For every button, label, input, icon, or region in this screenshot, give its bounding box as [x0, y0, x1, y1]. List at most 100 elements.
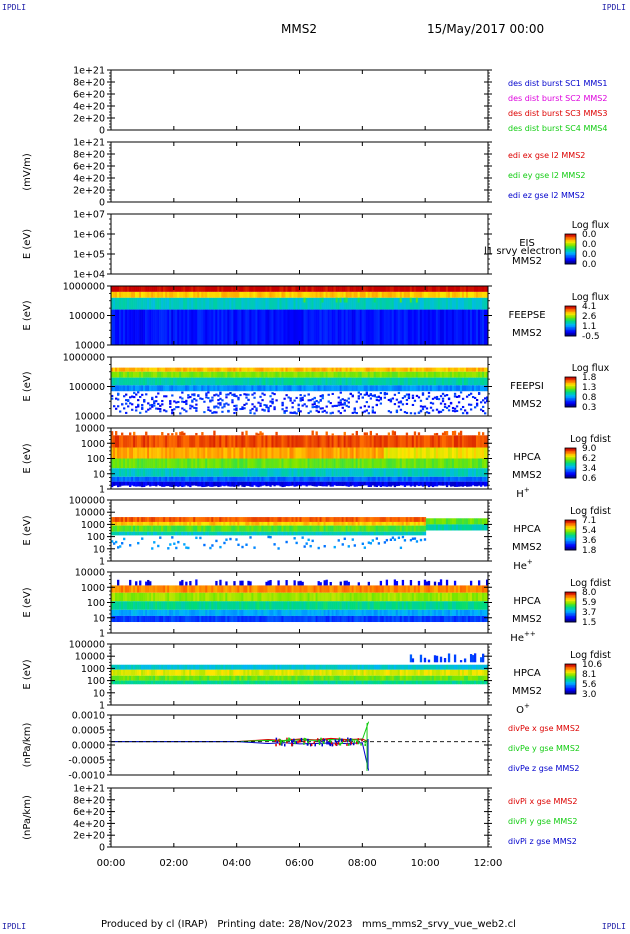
panel-9-species-label: O+	[516, 702, 530, 716]
corner-mark-bl: IPDLI	[2, 922, 27, 931]
panel-6-colorbar-frame	[564, 447, 577, 479]
panel-4-ytick-label: 1000000	[63, 282, 105, 293]
panel-9-spacecraft-label: MMS2	[512, 686, 542, 697]
panel-6-colorbar-title: Log fdist	[570, 434, 611, 445]
panel-7-colorbar-tick: 7.1	[582, 516, 596, 526]
panel-4-colorbar	[564, 305, 577, 337]
panel-11-ytick-label: 2e+20	[73, 831, 105, 842]
panel-3-colorbar-tick: 0.0	[582, 230, 597, 240]
panel-11-ylabel: (nPa/km)	[22, 795, 33, 840]
panel-9-ylabel: E (eV)	[22, 659, 33, 689]
panel-9-colorbar-tick: 3.0	[582, 690, 597, 700]
panel-5-ytick-label: 10000	[75, 412, 105, 423]
panel-1-ytick-label: 0	[99, 126, 105, 137]
panel-5-colorbar-tick: 1.8	[582, 373, 597, 383]
xtick-label: 10:00	[411, 858, 440, 869]
panel-3-colorbar-frame	[564, 233, 577, 265]
panel-4-ytick-label: 100000	[69, 311, 105, 322]
panel-7-colorbar-tick: 5.4	[582, 526, 597, 536]
panel-8-ytick-label: 10000	[75, 568, 105, 579]
panel-1-ytick-label: 2e+20	[73, 114, 105, 125]
panel-5-ytick-label: 1000000	[63, 353, 105, 364]
panel-5-colorbar	[564, 376, 577, 408]
panel-4-colorbar-tick: -0.5	[582, 332, 600, 342]
panel-6-colorbar-tick: 6.2	[582, 454, 596, 464]
panel-2-ytick-label: 4e+20	[73, 174, 105, 185]
panel-9-colorbar-tick: 8.1	[582, 670, 596, 680]
panel-7-colorbar-tick: 3.6	[582, 536, 597, 546]
panel-8-ytick-label: 10	[93, 613, 105, 624]
panel-7-heatmap	[111, 517, 489, 550]
panel-4-heatmap	[111, 286, 489, 345]
panel-10-legend-3: divPe z gse MMS2	[508, 764, 579, 773]
panel-9-ytick-label: 100000	[69, 640, 105, 651]
panel-1-ytick-label: 1e+21	[73, 66, 105, 77]
panel-11-legend-2: divPi y gse MMS2	[508, 817, 577, 826]
panel-6-colorbar	[564, 447, 577, 479]
panel-6-species-label: H+	[516, 486, 530, 500]
panel-11-legend-1: divPi x gse MMS2	[508, 797, 577, 806]
panel-6-ytick-label: 10	[93, 469, 105, 480]
panel-1-legend-1: des dist burst SC1 MMS1	[508, 79, 607, 88]
panel-9-colorbar-title: Log fdist	[570, 650, 611, 661]
xtick-label: 00:00	[97, 858, 126, 869]
panel-5-colorbar-tick: 0.8	[582, 393, 597, 403]
panel-10-ytick-label: -0.0010	[68, 771, 105, 782]
xtick-label: 12:00	[474, 858, 503, 869]
panel-8-ytick-label: 1000	[81, 583, 105, 594]
panel-9-heatmap	[111, 653, 489, 685]
panel-10-ytick-label: -0.0005	[68, 756, 105, 767]
xtick-label: 06:00	[285, 858, 314, 869]
panel-5-colorbar-frame	[564, 376, 577, 408]
panel-7-ytick-label: 10	[93, 544, 105, 555]
panel-3-colorbar-tick: 0.0	[582, 250, 597, 260]
panel-1-frame	[110, 69, 489, 131]
panel-8-ytick-label: 100	[87, 598, 105, 609]
panel-10-legend-1: divPe x gse MMS2	[508, 724, 580, 733]
panel-7-ytick-label: 10000	[75, 508, 105, 519]
xtick-label: 08:00	[348, 858, 377, 869]
panel-1-legend-4: des dist burst SC4 MMS4	[508, 124, 607, 133]
panel-3-ylabel: E (eV)	[22, 229, 33, 259]
panel-6-colorbar-tick: 9.0	[582, 444, 597, 454]
panel-2-legend-2: edi ey gse l2 MMS2	[508, 171, 586, 180]
panel-5-heatmap	[111, 367, 489, 415]
panel-8-colorbar-tick: 5.9	[582, 598, 597, 608]
panel-9-colorbar	[564, 663, 577, 695]
xtick-label: 02:00	[159, 858, 188, 869]
panel-6-colorbar-tick: 3.4	[582, 464, 597, 474]
panel-10: 0.0010 0.0005 0.0000 -0.0005 -0.0010 (nPa/km)…	[22, 711, 580, 782]
panel-7-ytick-label: 100	[87, 532, 105, 543]
panel-8-colorbar-frame	[564, 591, 577, 623]
panel-4-colorbar-title: Log flux	[572, 292, 610, 303]
panel-8-colorbar-title: Log fdist	[570, 578, 611, 589]
panel-6-heatmap	[111, 430, 489, 488]
panel-8-colorbar-tick: 3.7	[582, 608, 596, 618]
spacecraft-title: MMS2	[281, 22, 317, 36]
panel-6-ytick-label: 1000	[81, 439, 105, 450]
panel-6: 10000 1000 100 10 1 E (eV) HPCA MMS2 H+ Log fdist…	[22, 424, 611, 501]
panel-6-ytick-label: 10000	[75, 424, 105, 435]
panel-3-colorbar-tick: 0.0	[582, 240, 597, 250]
panel-3-colorbar	[564, 233, 577, 265]
panel-6-ytick-label: 1	[99, 485, 105, 496]
divpe-noise	[274, 737, 367, 747]
panel-1-ytick-label: 4e+20	[73, 102, 105, 113]
panel-5-spacecraft-label: MMS2	[512, 399, 542, 410]
panel-3-colorbar-title: Log flux	[572, 220, 610, 231]
panel-11-ytick-label: 8e+20	[73, 795, 105, 806]
panel-3-frame	[110, 213, 489, 275]
panel-9-instrument-label: HPCA	[513, 668, 541, 679]
panel-8-instrument-label: HPCA	[513, 596, 541, 607]
panel-8-species-label: He++	[510, 630, 536, 644]
panel-7-spacecraft-label: MMS2	[512, 542, 542, 553]
panel-9-ytick-label: 10	[93, 688, 105, 699]
panel-1-legend-2: des dist burst SC2 MMS2	[508, 94, 607, 103]
panel-10-ylabel: (nPa/km)	[22, 723, 33, 768]
panel-7-instrument-label: HPCA	[513, 524, 541, 535]
